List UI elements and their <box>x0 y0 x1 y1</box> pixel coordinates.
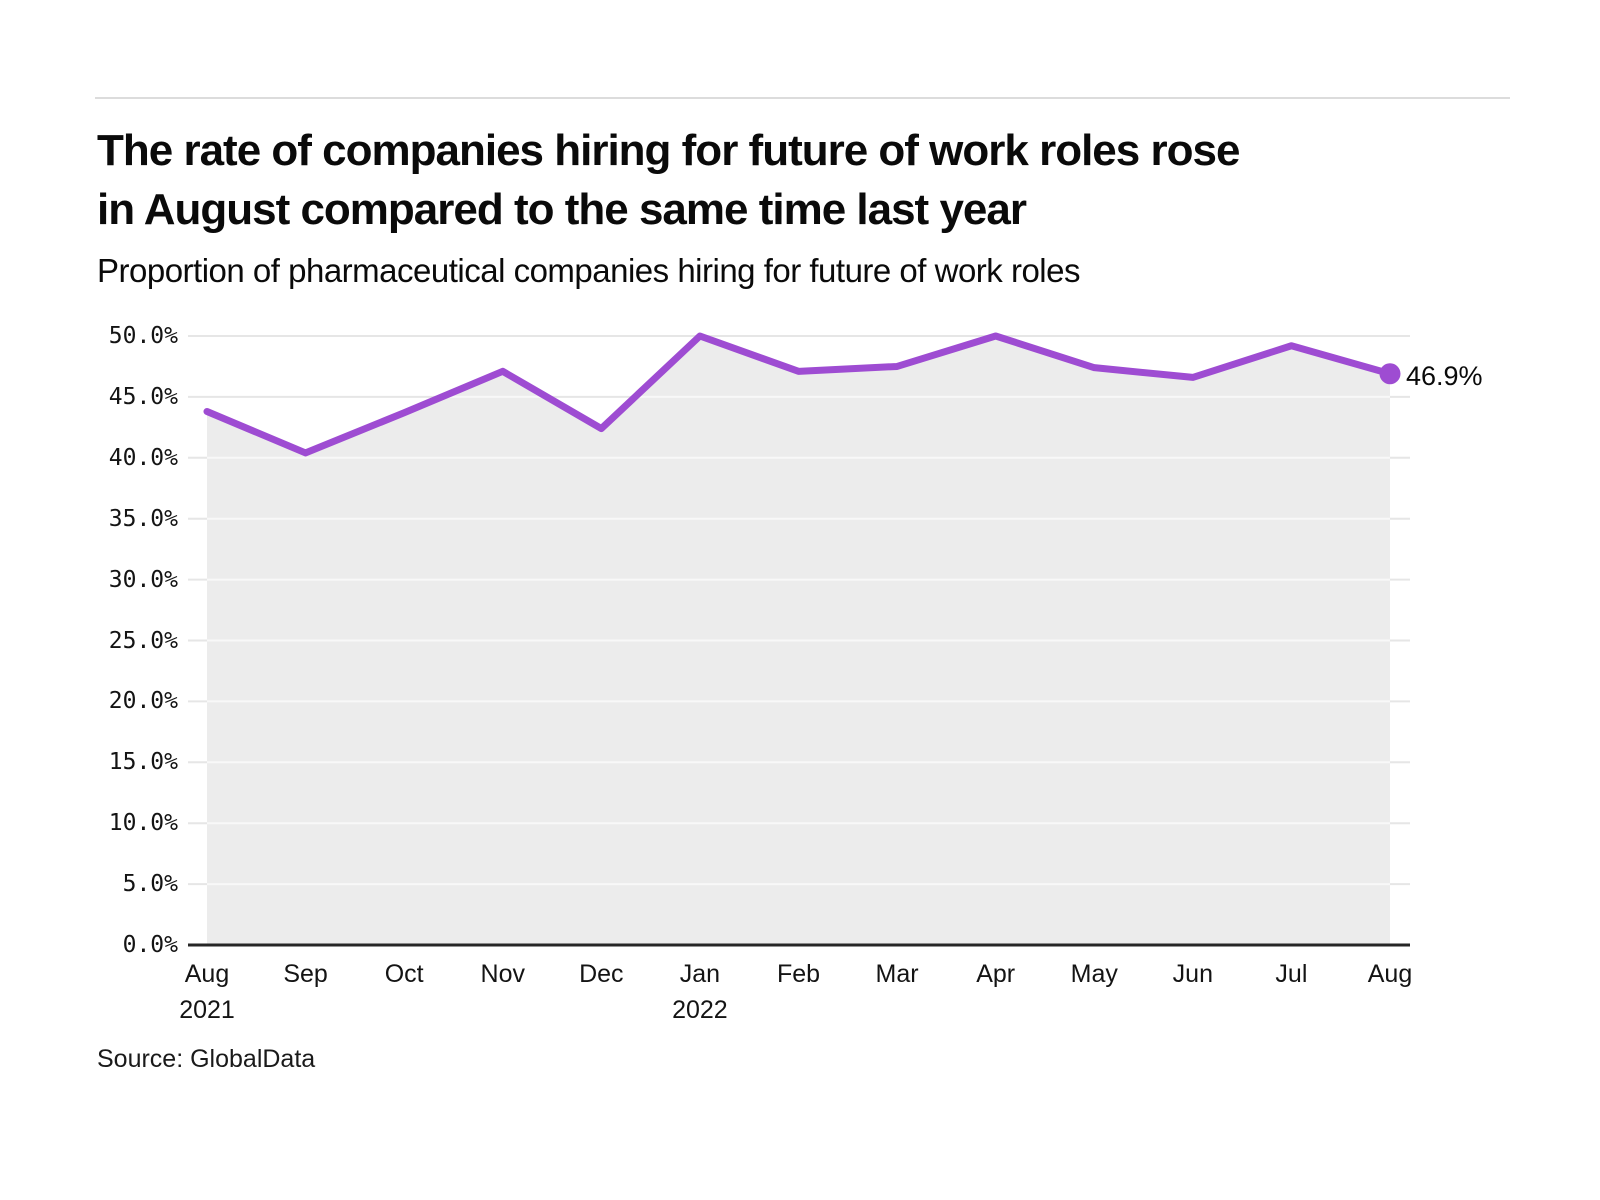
x-axis-label: Sep <box>246 956 366 992</box>
x-axis-label: Oct <box>344 956 464 992</box>
x-axis-year: 2021 <box>179 996 235 1024</box>
line-chart-plot-area <box>188 332 1410 947</box>
gridlines-over-area <box>207 336 1390 945</box>
y-axis-tick-label: 40.0% <box>108 444 178 471</box>
y-axis-tick-label: 25.0% <box>108 627 178 654</box>
x-axis-month: Oct <box>384 960 424 988</box>
x-axis-label: Jan 2022 <box>640 956 760 1028</box>
x-axis-month: Nov <box>480 960 525 988</box>
y-axis-tick-label: 0.0% <box>122 932 178 958</box>
x-axis-month: Dec <box>579 960 624 988</box>
y-axis-tick-label: 35.0% <box>108 505 178 532</box>
x-axis-month: Mar <box>875 960 919 988</box>
x-axis-month: Jun <box>1172 960 1213 988</box>
x-axis-month: May <box>1070 960 1118 988</box>
x-axis-label: May <box>1034 956 1154 992</box>
x-axis-year: 2022 <box>672 996 728 1024</box>
y-axis-tick-label: 5.0% <box>122 871 178 898</box>
x-axis-label: Aug 2021 <box>147 956 267 1028</box>
source-attribution: Source: GlobalData <box>97 1045 316 1073</box>
last-point-dot <box>1379 363 1401 385</box>
chart-title-line-1: The rate of companies hiring for future … <box>97 126 1240 175</box>
chart-subtitle: Proportion of pharmaceutical companies h… <box>97 252 1081 289</box>
data-line <box>203 332 1394 457</box>
y-axis-tick-label: 10.0% <box>108 810 178 837</box>
x-axis-label: Jun <box>1133 956 1253 992</box>
x-axis-month: Jan <box>679 960 721 988</box>
x-axis-month: Feb <box>776 960 821 988</box>
y-axis-tick-label: 15.0% <box>108 749 178 776</box>
y-axis-tick-label: 50.0% <box>108 323 178 349</box>
chart-title-line-2: in August compared to the same time last… <box>97 185 1027 234</box>
x-axis-label: Nov <box>443 956 563 992</box>
x-axis-label: Jul <box>1231 956 1351 992</box>
y-axis-tick-label: 20.0% <box>108 688 178 715</box>
x-axis-label: Feb <box>739 956 859 992</box>
y-axis-tick-label: 45.0% <box>108 383 178 410</box>
x-axis-month: Apr <box>976 960 1016 988</box>
x-axis-label: Mar <box>837 956 957 992</box>
x-axis-month: Sep <box>283 960 328 988</box>
x-axis-month: Jul <box>1275 960 1308 988</box>
y-axis-tick-label: 30.0% <box>108 566 178 593</box>
chart-title: The rate of companies hiring for future … <box>97 121 1557 239</box>
x-axis-label: Apr <box>936 956 1056 992</box>
x-axis-month: Aug <box>184 960 230 988</box>
last-point-value-label: 46.9% <box>1406 360 1483 391</box>
x-axis-label: Dec <box>541 956 661 992</box>
top-divider-rule <box>95 97 1510 99</box>
x-axis-label: Aug <box>1330 956 1450 992</box>
x-axis-month: Aug <box>1367 960 1413 988</box>
